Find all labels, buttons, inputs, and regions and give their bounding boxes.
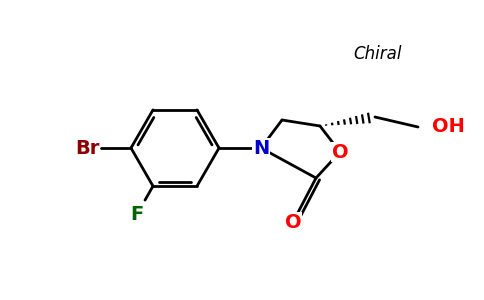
Text: F: F bbox=[130, 205, 144, 224]
Text: Br: Br bbox=[75, 139, 99, 158]
Text: O: O bbox=[285, 212, 302, 232]
Text: OH: OH bbox=[432, 118, 465, 136]
Text: Chiral: Chiral bbox=[354, 45, 402, 63]
Text: N: N bbox=[253, 139, 269, 158]
Text: O: O bbox=[332, 142, 348, 161]
